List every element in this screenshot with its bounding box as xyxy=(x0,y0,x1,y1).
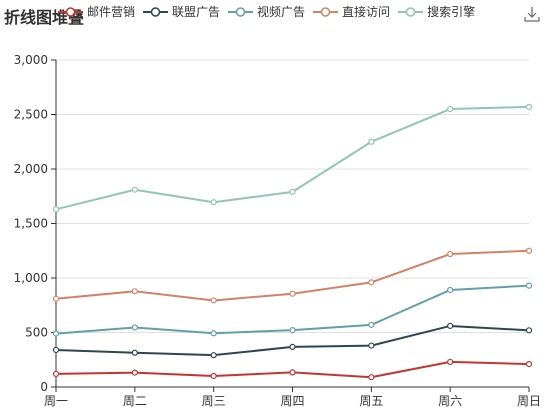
legend-swatch-icon xyxy=(313,6,339,17)
data-point xyxy=(289,327,296,334)
data-point xyxy=(368,374,375,381)
chart-title: 折线图堆叠 xyxy=(4,8,85,27)
legend-item-2[interactable]: 视频广告 xyxy=(228,3,305,20)
data-point xyxy=(447,286,454,294)
y-tick-label: 0 xyxy=(40,380,48,394)
legend-label: 视频广告 xyxy=(257,5,306,19)
legend-swatch-icon xyxy=(398,6,424,17)
x-tick-label: 周日 xyxy=(517,394,541,408)
data-point xyxy=(289,369,296,376)
x-tick-label: 周三 xyxy=(202,394,226,408)
x-tick-label: 周一 xyxy=(44,394,68,408)
data-point xyxy=(52,206,60,213)
x-tick-label: 周二 xyxy=(123,394,147,408)
data-point xyxy=(525,103,533,110)
legend-label: 直接访问 xyxy=(342,5,391,19)
data-point xyxy=(368,342,375,349)
legend-swatch-icon xyxy=(228,6,254,17)
legend-label: 联盟广告 xyxy=(172,5,221,19)
y-tick-label: 2,000 xyxy=(14,162,48,176)
y-tick-label: 3,000 xyxy=(14,53,48,67)
legend-swatch-icon xyxy=(143,6,169,17)
data-point xyxy=(131,369,138,376)
legend-label: 搜索引擎 xyxy=(427,5,476,19)
x-tick-label: 周四 xyxy=(280,394,304,408)
data-point xyxy=(52,330,60,337)
legend-item-1[interactable]: 联盟广告 xyxy=(143,3,220,20)
data-point xyxy=(131,324,138,331)
legend-item-0[interactable]: 邮件营销 xyxy=(58,3,135,20)
data-point xyxy=(289,343,296,350)
save-as-image-icon[interactable] xyxy=(524,6,540,22)
data-point xyxy=(525,247,533,254)
data-point xyxy=(131,186,138,193)
data-point xyxy=(131,349,138,356)
data-point xyxy=(447,358,454,366)
x-tick-label: 周六 xyxy=(438,394,462,408)
y-tick-label: 500 xyxy=(25,326,48,340)
data-point xyxy=(447,250,454,258)
data-point xyxy=(447,322,454,330)
legend-item-4[interactable]: 搜索引擎 xyxy=(398,3,475,20)
data-point xyxy=(210,352,217,359)
legend-swatch-icon xyxy=(58,6,83,17)
data-point xyxy=(368,138,375,145)
y-tick-label: 2,500 xyxy=(14,108,48,122)
y-tick-label: 1,500 xyxy=(14,217,48,231)
data-point xyxy=(368,321,375,328)
data-point xyxy=(525,361,533,368)
data-point xyxy=(447,105,454,113)
data-point xyxy=(52,346,60,354)
y-tick-label: 1,000 xyxy=(14,271,48,285)
data-point xyxy=(210,297,217,304)
data-point xyxy=(52,370,60,378)
data-point xyxy=(52,295,60,302)
data-point xyxy=(289,188,296,195)
data-point xyxy=(525,327,533,334)
data-point xyxy=(210,330,217,337)
data-point xyxy=(525,282,533,289)
legend-label: 邮件营销 xyxy=(87,5,136,19)
x-tick-label: 周五 xyxy=(359,394,383,408)
chart-legend: 邮件营销 联盟广告 视频广告 直接访问 搜索引擎 xyxy=(58,3,475,20)
data-point xyxy=(368,279,375,286)
data-point xyxy=(210,199,217,206)
data-point xyxy=(131,288,138,295)
data-point xyxy=(289,290,296,297)
legend-item-3[interactable]: 直接访问 xyxy=(313,3,390,20)
data-point xyxy=(210,372,217,380)
